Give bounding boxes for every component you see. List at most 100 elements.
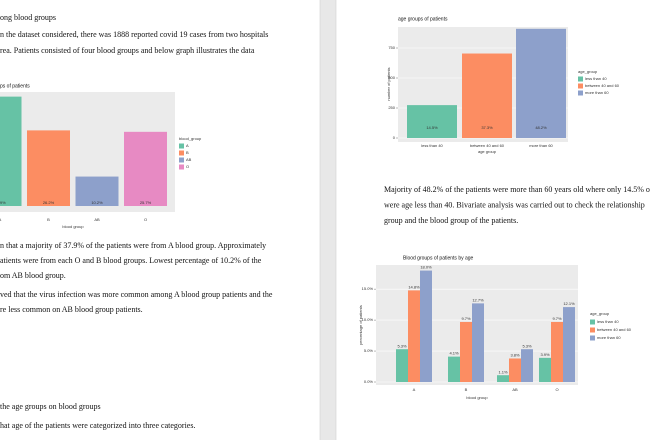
bar xyxy=(124,131,167,206)
paragraph-line: hat age of the patients were categorized… xyxy=(0,421,195,430)
legend-swatch xyxy=(179,157,184,163)
paragraph-line: om AB blood group. xyxy=(0,271,66,280)
legend-swatch xyxy=(578,90,583,96)
value-label: 3.9% xyxy=(540,352,550,357)
value-label: 26.2% xyxy=(43,200,55,205)
bar xyxy=(472,303,484,382)
legend-label: between 40 and 60 xyxy=(585,83,620,88)
legend-label: less than 40 xyxy=(585,76,607,81)
legend-title: age_group xyxy=(578,69,598,74)
paragraph-line: group and the blood group of the patient… xyxy=(384,216,518,225)
paragraph-line: ved that the virus infection was more co… xyxy=(0,290,273,299)
legend-title: age_group xyxy=(590,311,610,316)
bar xyxy=(563,307,575,382)
y-axis-title: percentage of patients xyxy=(358,305,363,345)
y-tick-label: 750 xyxy=(388,45,395,50)
chart-title: ps of patients xyxy=(0,83,30,89)
x-tick-label: A xyxy=(0,217,2,222)
value-label: 37.9% xyxy=(0,200,6,205)
x-tick-label: B xyxy=(465,387,468,392)
y-tick-label: 0 xyxy=(393,135,396,140)
paragraph-line: n that a majority of 37.9% of the patien… xyxy=(0,241,266,250)
value-label: 5.3% xyxy=(522,343,532,348)
x-tick-label: AB xyxy=(512,387,518,392)
paragraph-line: n the dataset considered, there was 1888… xyxy=(0,30,268,39)
legend-label: B xyxy=(186,150,189,155)
x-tick-label: less than 40 xyxy=(421,143,443,148)
legend-label: more than 60 xyxy=(585,90,609,95)
bar xyxy=(420,270,432,382)
bar xyxy=(497,375,509,382)
paragraph-line: re less common on AB blood group patient… xyxy=(0,305,143,314)
chart-title: Blood groups of patients by age xyxy=(403,255,474,261)
legend-label: less than 40 xyxy=(597,319,619,324)
legend-label: between 40 and 60 xyxy=(597,327,632,332)
bar xyxy=(460,321,472,382)
bar xyxy=(521,349,533,382)
x-tick-label: O xyxy=(555,387,558,392)
legend-label: AB xyxy=(186,157,192,162)
y-tick-label: 10.0% xyxy=(362,317,374,322)
legend-title: blood_group xyxy=(179,136,202,141)
value-label: 1.1% xyxy=(498,369,508,374)
value-label: 14.8% xyxy=(408,284,420,289)
legend-swatch xyxy=(590,335,595,341)
value-label: 12.1% xyxy=(563,301,575,306)
x-tick-label: between 40 and 60 xyxy=(470,143,505,148)
bar xyxy=(516,28,566,138)
x-tick-label: AB xyxy=(94,217,100,222)
bar xyxy=(462,53,512,138)
value-label: 4.1% xyxy=(449,351,459,356)
paragraph-line: Majority of 48.2% of the patients were m… xyxy=(384,185,650,194)
legend-swatch xyxy=(179,164,184,170)
bar xyxy=(448,356,460,382)
value-label: 14.5% xyxy=(426,125,438,130)
value-label: 48.2% xyxy=(535,125,547,130)
x-tick-label: B xyxy=(47,217,50,222)
bar xyxy=(408,290,420,382)
legend-swatch xyxy=(578,76,583,82)
legend-swatch xyxy=(590,319,595,325)
y-tick-label: 15.0% xyxy=(362,286,374,291)
chart: age groups of patients 0 250 500 750 less tha… xyxy=(386,16,620,154)
heading: ong blood groups xyxy=(0,13,56,22)
heading: the age groups on blood groups xyxy=(0,402,101,411)
chart: ps of patientsA37.9%B26.2%AB10.2%O25.7%b… xyxy=(0,83,202,229)
legend-swatch xyxy=(179,150,184,156)
value-label: 12.7% xyxy=(472,297,484,302)
bar xyxy=(0,96,22,206)
value-label: 5.3% xyxy=(397,343,407,348)
value-label: 9.7% xyxy=(461,316,471,321)
x-axis-title: blood group xyxy=(466,395,488,400)
legend-label: more than 60 xyxy=(597,335,621,340)
bar xyxy=(551,321,563,382)
page-gap xyxy=(320,0,336,440)
legend-swatch xyxy=(578,83,583,89)
bar xyxy=(75,176,119,206)
legend-label: A xyxy=(186,143,189,148)
y-tick-label: 250 xyxy=(388,105,395,110)
x-axis-title: age group xyxy=(478,149,497,154)
value-label: 18.0% xyxy=(420,265,432,270)
bar xyxy=(539,357,551,382)
value-label: 3.8% xyxy=(510,353,520,358)
y-axis-title: number of patients xyxy=(386,67,391,100)
bar xyxy=(407,105,457,138)
legend-swatch xyxy=(179,143,184,149)
y-tick-label: 5.0% xyxy=(364,348,374,353)
x-tick-label: A xyxy=(413,387,416,392)
value-label: 25.7% xyxy=(140,200,152,205)
value-label: 10.2% xyxy=(91,200,103,205)
chart: Blood groups of patients by age 0.0% 5.0% 1… xyxy=(358,255,632,400)
value-label: 9.7% xyxy=(552,316,562,321)
x-tick-label: more than 60 xyxy=(529,143,553,148)
legend-label: O xyxy=(186,164,189,169)
bar xyxy=(509,358,521,382)
bar xyxy=(27,130,70,206)
chart-title: age groups of patients xyxy=(398,16,448,22)
paragraph-line: were age less than 40. Bivariate analysi… xyxy=(384,200,645,209)
x-tick-label: O xyxy=(144,217,147,222)
paragraph-line: rea. Patients consisted of four blood gr… xyxy=(0,46,255,55)
value-label: 37.3% xyxy=(481,125,493,130)
